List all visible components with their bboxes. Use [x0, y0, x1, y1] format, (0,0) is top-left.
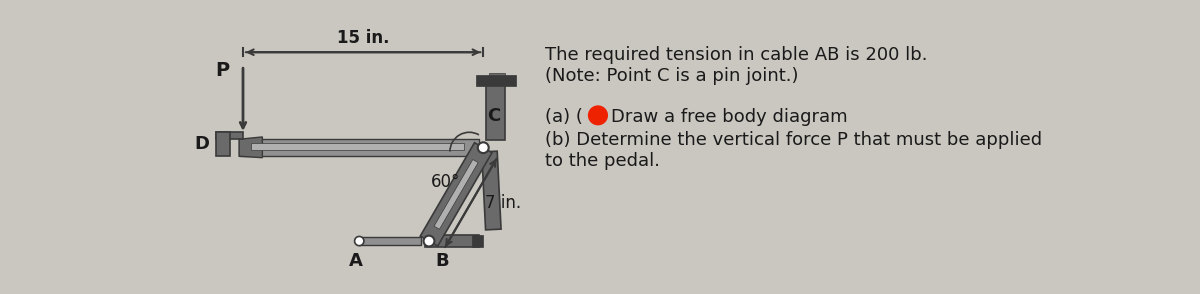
Polygon shape — [472, 235, 484, 247]
Polygon shape — [216, 131, 230, 156]
Polygon shape — [488, 73, 505, 78]
Polygon shape — [239, 137, 263, 158]
Polygon shape — [251, 143, 464, 150]
Circle shape — [588, 105, 608, 125]
Circle shape — [355, 236, 364, 246]
Polygon shape — [425, 235, 479, 247]
Text: A: A — [348, 252, 362, 270]
Polygon shape — [239, 139, 479, 156]
Polygon shape — [434, 160, 478, 229]
Polygon shape — [481, 151, 502, 230]
Text: to the pedal.: to the pedal. — [545, 152, 660, 170]
Text: The required tension in cable AB is 200 lb.: The required tension in cable AB is 200 … — [545, 46, 928, 64]
Text: 60°: 60° — [431, 173, 461, 191]
Circle shape — [424, 236, 434, 246]
Text: B: B — [436, 252, 449, 270]
Text: (Note: Point C is a pin joint.): (Note: Point C is a pin joint.) — [545, 67, 799, 85]
Polygon shape — [420, 143, 492, 246]
Text: 7 in.: 7 in. — [485, 194, 521, 212]
Text: (a) (: (a) ( — [545, 108, 583, 126]
Text: D: D — [194, 135, 210, 153]
Polygon shape — [216, 131, 242, 139]
Circle shape — [478, 142, 488, 153]
Text: C: C — [487, 107, 500, 125]
Text: (b) Determine the vertical force P that must be applied: (b) Determine the vertical force P that … — [545, 131, 1043, 149]
Polygon shape — [486, 78, 505, 140]
Polygon shape — [475, 75, 516, 86]
Polygon shape — [359, 237, 421, 245]
Text: P: P — [215, 61, 229, 81]
Text: 15 in.: 15 in. — [337, 29, 389, 47]
Text: Draw a free body diagram: Draw a free body diagram — [611, 108, 847, 126]
